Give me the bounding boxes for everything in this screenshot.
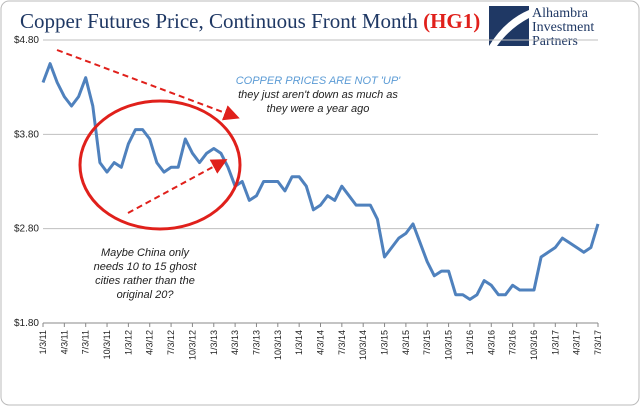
x-tick-label: 7/3/15 bbox=[422, 330, 432, 355]
x-tick-label: 1/3/14 bbox=[294, 330, 304, 355]
y-tick-label: $1.80 bbox=[14, 318, 39, 329]
x-tick-label: 7/3/13 bbox=[251, 330, 261, 355]
annotation-text: cities rather than the bbox=[95, 275, 195, 287]
logo-text: Partners bbox=[532, 34, 578, 49]
title-text: Copper Futures Price, Continuous Front M… bbox=[20, 9, 418, 33]
annotation-text: Maybe China only bbox=[101, 247, 191, 259]
y-tick-label: $4.80 bbox=[14, 35, 39, 46]
logo-text: Alhambra bbox=[532, 6, 589, 21]
trend-arrow bbox=[127, 159, 228, 214]
x-tick-label: 4/3/16 bbox=[486, 330, 496, 355]
x-tick-label: 4/3/11 bbox=[59, 330, 69, 354]
x-tick-label: 10/3/11 bbox=[102, 330, 112, 359]
x-tick-label: 10/3/16 bbox=[529, 330, 539, 360]
x-tick-label: 4/3/17 bbox=[572, 330, 582, 355]
annotation-text: they just aren't down as much as bbox=[238, 89, 398, 101]
annotation-text: COPPER PRICES ARE NOT 'UP' bbox=[236, 75, 401, 87]
y-tick-label: $3.80 bbox=[14, 129, 39, 140]
x-tick-label: 4/3/13 bbox=[230, 330, 240, 355]
price-line bbox=[41, 62, 600, 301]
x-tick-label: 4/3/15 bbox=[401, 330, 411, 355]
x-tick-label: 7/3/14 bbox=[337, 330, 347, 355]
x-tick-label: 10/3/12 bbox=[187, 330, 197, 360]
y-tick-label: $2.80 bbox=[14, 224, 39, 235]
x-tick-label: 1/3/11 bbox=[38, 330, 48, 354]
x-tick-label: 10/3/15 bbox=[444, 330, 454, 360]
chart-title: Copper Futures Price, Continuous Front M… bbox=[20, 9, 480, 33]
trend-arrow bbox=[56, 49, 240, 121]
x-tick-label: 1/3/15 bbox=[380, 330, 390, 355]
x-tick-label: 4/3/14 bbox=[316, 330, 326, 355]
x-tick-label: 10/3/13 bbox=[273, 330, 283, 360]
x-tick-label: 1/3/17 bbox=[550, 330, 560, 355]
x-tick-label: 1/3/16 bbox=[465, 330, 475, 355]
x-tick-label: 7/3/12 bbox=[166, 330, 176, 355]
x-tick-label: 7/3/11 bbox=[81, 330, 91, 354]
annotation-text: needs 10 to 15 ghost bbox=[94, 261, 198, 273]
x-tick-label: 1/3/12 bbox=[123, 330, 133, 355]
annotation-text: original 20? bbox=[117, 289, 175, 301]
highlight-ellipse bbox=[78, 99, 242, 231]
ticker: (HG1) bbox=[423, 9, 480, 33]
x-tick-label: 7/3/16 bbox=[508, 330, 518, 355]
x-tick-label: 7/3/17 bbox=[593, 330, 603, 355]
annotation-text: they were a year ago bbox=[267, 103, 370, 115]
x-tick-label: 4/3/12 bbox=[145, 330, 155, 355]
x-tick-label: 1/3/13 bbox=[209, 330, 219, 355]
logo-text: Investment bbox=[532, 20, 594, 35]
x-tick-label: 10/3/14 bbox=[358, 330, 368, 360]
logo-icon bbox=[489, 6, 529, 46]
